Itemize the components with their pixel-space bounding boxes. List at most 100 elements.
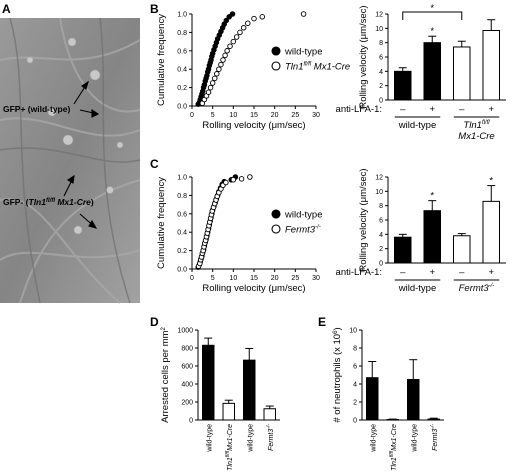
y-tick-label: 0.6 xyxy=(177,48,187,55)
bar xyxy=(202,344,215,421)
y-axis-label: Arrested cells per mm2 xyxy=(160,326,171,422)
panel-label-b: B xyxy=(150,2,159,16)
y-tick-label: 0.8 xyxy=(177,193,187,200)
treatment-tick: + xyxy=(429,104,435,115)
group-label: wild-type xyxy=(398,283,437,294)
chart-b-cumulative: 0.0 0.2 0.4 0.6 0.8 1.0 0 5 10 15 20 25 30 Rolling ve… xyxy=(156,11,350,131)
bar xyxy=(366,377,379,421)
micrograph-background xyxy=(0,18,140,303)
legend-label-text: wild-type xyxy=(284,47,323,58)
category-label-text: Fermt3 xyxy=(268,429,275,451)
y-tick-label: 400 xyxy=(181,382,193,389)
category-label: wild-type xyxy=(247,424,254,453)
y-axis-label-sup: 2 xyxy=(161,326,167,330)
label-gfp-positive: GFP+ (wild-type) xyxy=(3,104,70,114)
bar xyxy=(222,402,235,421)
data-point-open xyxy=(230,38,237,45)
treatment-tick: + xyxy=(488,267,494,278)
y-tick-label: 2 xyxy=(379,246,383,253)
y-tick-label: 0 xyxy=(379,261,383,268)
y-tick-label: 6 xyxy=(353,364,357,371)
group-label-sup: -/- xyxy=(489,283,495,289)
y-tick-label: 8 xyxy=(379,40,383,47)
data-point-open xyxy=(223,179,229,186)
bar xyxy=(482,200,501,264)
data-point-open xyxy=(233,34,240,40)
legend-marker xyxy=(271,61,281,71)
x-tick-label: 20 xyxy=(271,275,279,282)
vessel-streaks xyxy=(0,17,141,304)
bracket-star: * xyxy=(430,3,434,14)
data-point-open xyxy=(227,43,233,49)
data-point-open xyxy=(222,52,228,59)
x-tick-label: 15 xyxy=(250,275,258,282)
y-tick-label: 0.6 xyxy=(177,211,187,218)
chart-b-rolling-bars: 0 2 4 6 8 10 12 Rolling velocity (μm/sec) * anti-… xyxy=(336,3,506,142)
y-tick-label: 0 xyxy=(189,418,193,425)
x-tick-label: 25 xyxy=(291,275,299,282)
y-tick-label: 600 xyxy=(181,364,193,371)
y-axis-label: Cumulative frequency xyxy=(156,14,167,106)
x-tick-label: 20 xyxy=(271,112,279,119)
x-tick-label: 30 xyxy=(312,112,320,119)
chart-d-arrested-cells: 0 200 400 600 800 1000 Arrested cells per mm2 w… xyxy=(160,326,280,471)
legend-label-suffix: Mx1-Cre xyxy=(311,62,350,73)
y-tick-label: 2 xyxy=(353,400,357,407)
chart-c-cumulative: 0.0 0.2 0.4 0.6 0.8 1.0 0 5 10 15 20 25 30 Rolling ve… xyxy=(156,174,323,294)
data-point-filled xyxy=(229,11,236,17)
category-label-sup: -/- xyxy=(430,424,436,429)
cell-blobs xyxy=(26,37,124,235)
legend-marker xyxy=(271,209,281,219)
y-tick-label: 6 xyxy=(379,218,383,225)
legend-label: Fermt3-/- xyxy=(285,225,321,236)
treatment-label: anti-LFA-1: xyxy=(336,104,382,115)
y-tick-label: 10 xyxy=(375,189,383,196)
y-axis-label-sup: 6 xyxy=(333,330,339,334)
data-point-open xyxy=(224,48,230,54)
label-gfp-negative: GFP- (Tln1fl/fl Mx1-Cre) xyxy=(3,197,94,207)
category-label-suffix: Mx1-Cre xyxy=(391,424,398,451)
y-axis-label: Cumulative frequency xyxy=(156,177,167,269)
treatment-tick: + xyxy=(429,267,435,278)
category-label-text: wild-type xyxy=(411,424,418,453)
bar xyxy=(452,46,471,101)
vessel-dark-streaks xyxy=(0,17,141,304)
legend-marker xyxy=(271,46,281,56)
category-label-text: Tln1 xyxy=(391,457,398,471)
bar xyxy=(452,235,471,264)
x-axis-label: Rolling velocity (μm/sec) xyxy=(202,120,305,131)
y-tick-label: 4 xyxy=(379,69,383,76)
y-axis-label-text: Rolling velocity (μm/sec) xyxy=(358,168,369,271)
y-tick-label: 0.2 xyxy=(177,248,187,255)
panel-label-d: D xyxy=(150,315,159,329)
treatment-tick: + xyxy=(488,104,494,115)
data-point-open xyxy=(205,89,212,95)
group-label-sup: fl/fl xyxy=(482,120,490,126)
x-tick-label: 10 xyxy=(229,275,237,282)
y-axis-label: Rolling velocity (μm/sec) xyxy=(358,5,369,108)
legend-label-sup: -/- xyxy=(315,225,321,231)
category-label: wild-type xyxy=(370,424,377,453)
x-tick-label: 25 xyxy=(291,112,299,119)
group-label-text: Tln1 xyxy=(463,120,481,131)
bar xyxy=(263,408,276,421)
y-tick-label: 4 xyxy=(353,382,357,389)
x-tick-label: 0 xyxy=(190,112,194,119)
treatment-tick: – xyxy=(459,104,465,115)
bar xyxy=(393,70,412,101)
treatment-tick: – xyxy=(400,267,406,278)
bar xyxy=(243,359,256,421)
y-tick-label: 200 xyxy=(181,400,193,407)
y-axis-label-text: Rolling velocity (μm/sec) xyxy=(358,5,369,108)
data-point-open xyxy=(218,61,224,68)
y-tick-label: 4 xyxy=(379,232,383,239)
category-label: Fermt3-/- xyxy=(430,424,439,451)
treatment-label: anti-LFA-1: xyxy=(336,267,382,278)
data-point-open xyxy=(209,80,216,86)
category-label-text: wild-type xyxy=(370,424,377,453)
legend-label-text: wild-type xyxy=(284,210,323,221)
significance-marker: * xyxy=(430,26,434,37)
data-point-open xyxy=(237,29,243,36)
significance-marker: * xyxy=(430,191,434,202)
data-point-open xyxy=(251,15,257,22)
